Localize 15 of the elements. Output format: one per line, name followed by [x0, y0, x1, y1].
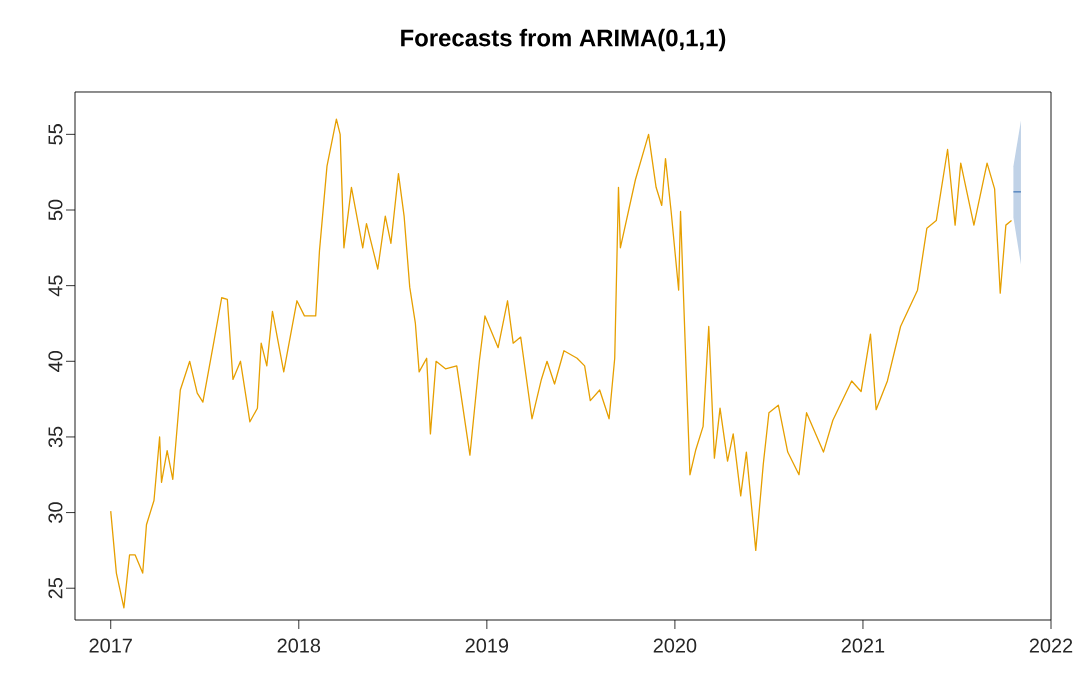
y-tick-label: 25 — [48, 577, 63, 599]
y-tick-label: 50 — [48, 199, 63, 221]
y-tick-label: 30 — [48, 502, 63, 523]
x-tick-label: 2017 — [89, 638, 132, 653]
line-series — [110, 118, 1013, 609]
y-tick-label: 35 — [48, 426, 63, 448]
y-tick-label: 40 — [48, 351, 63, 372]
x-tick-label: 2020 — [653, 638, 697, 653]
chart-title: Forecasts from ARIMA(0,1,1) — [401, 28, 726, 52]
x-tick-label: 2019 — [465, 638, 509, 653]
y-tick-label: 45 — [48, 275, 63, 297]
x-tick-label: 2018 — [277, 638, 321, 653]
x-tick-label: 2021 — [841, 638, 885, 653]
y-tick-label: 55 — [48, 124, 63, 145]
x-tick-label: 2022 — [1029, 638, 1073, 653]
